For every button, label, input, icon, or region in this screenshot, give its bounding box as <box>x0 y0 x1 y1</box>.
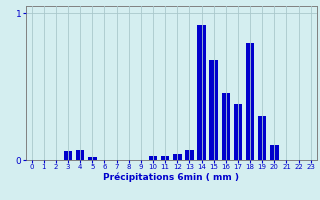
Bar <box>76 150 84 160</box>
Bar <box>270 145 279 160</box>
X-axis label: Précipitations 6min ( mm ): Précipitations 6min ( mm ) <box>103 173 239 182</box>
Bar <box>209 60 218 160</box>
Bar <box>246 43 254 160</box>
Bar <box>88 157 97 160</box>
Bar <box>197 25 206 160</box>
Bar <box>221 93 230 160</box>
Bar <box>161 156 169 160</box>
Bar <box>234 104 242 160</box>
Bar <box>185 150 194 160</box>
Bar <box>173 154 181 160</box>
Bar <box>149 156 157 160</box>
Bar <box>64 151 72 160</box>
Bar <box>258 116 267 160</box>
